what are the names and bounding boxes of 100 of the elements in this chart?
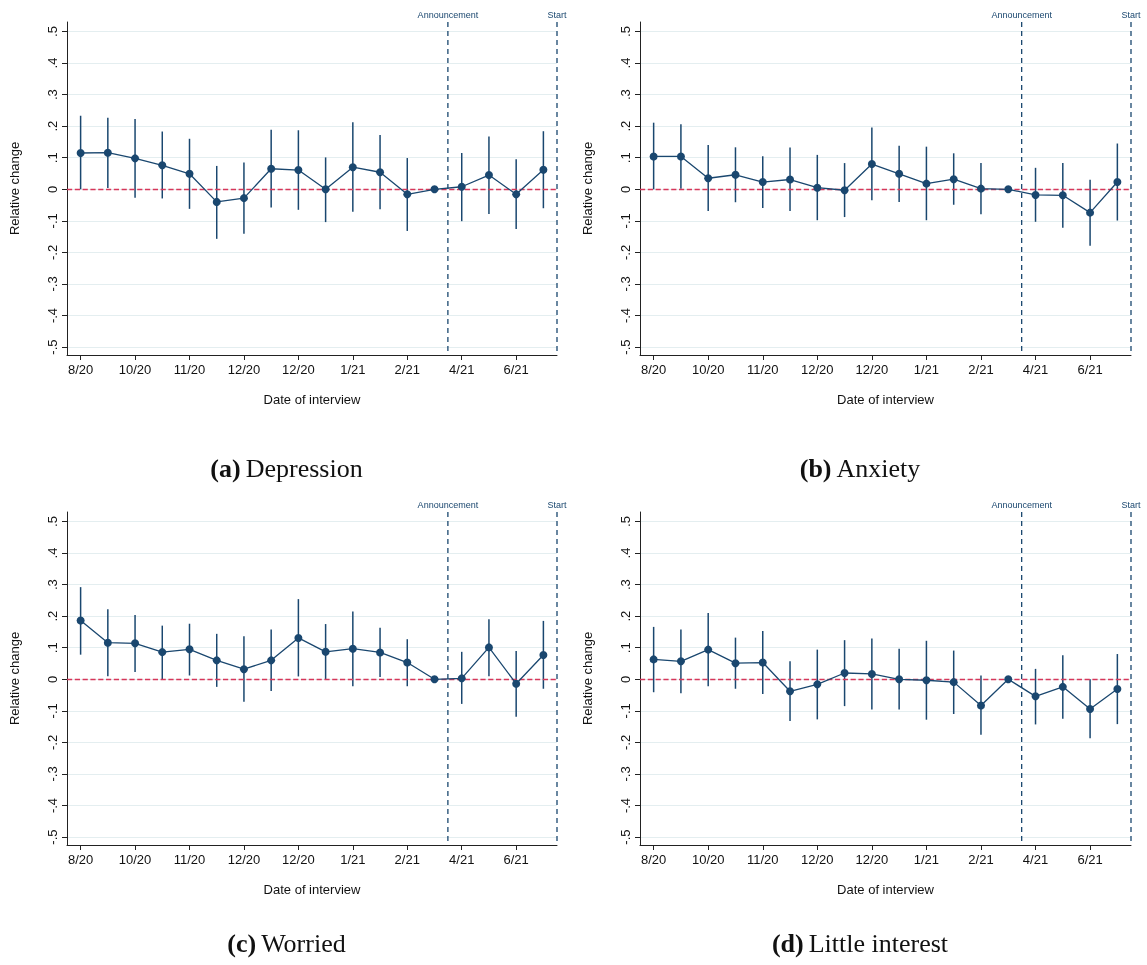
point [403,658,412,667]
text: Start [547,9,567,20]
point [103,638,112,647]
x-tick-label: 12/20 [801,362,834,377]
y-tick-label: -.1 [618,213,633,229]
x-tick-label: 1/21 [913,852,940,867]
x-tick-label: 8/20 [640,852,667,867]
y-tick-label: -.3 [45,766,60,782]
x-tick-label: 4/21 [449,362,475,377]
point [649,655,658,664]
y-tick-label: -.2 [45,734,60,750]
x-tick-label: 12/20 [855,852,889,867]
y-tick-label: -.1 [45,703,60,719]
text: Announcement [417,9,479,20]
x-tick-label: 1/21 [913,362,940,377]
point [484,171,493,180]
point [539,650,548,659]
x-tick-label: 11/20 [173,852,206,867]
x-tick-label: 6/21 [1077,852,1103,867]
y-tick-label: .5 [45,516,60,527]
x-tick-label: 8/20 [67,362,94,377]
y-tick-label: -.1 [45,213,60,229]
point [676,657,685,666]
point [348,644,357,653]
y-tick-label: .4 [45,547,60,559]
point [158,161,167,170]
y-tick-label: .1 [618,152,633,164]
point [131,154,140,163]
point [185,645,194,654]
text: Start [1121,499,1141,510]
text: (d) Little interest [771,928,949,958]
y-tick-label: .3 [45,579,60,591]
x-tick-label: 4/21 [1022,362,1049,377]
x-tick-label: 11/20 [173,362,206,377]
y-tick-label: -.2 [45,244,60,260]
point [457,182,466,191]
text: (b) Anxiety [799,453,921,483]
y-tick-label: .1 [45,642,60,654]
x-tick-label: 6/21 [503,362,529,377]
text: Announcement [991,9,1053,20]
text: Start [1121,9,1141,20]
point [267,164,276,173]
point [840,668,849,677]
text: Start [547,499,567,510]
point [949,175,958,184]
y-tick-label: .2 [45,120,60,132]
x-tick-label: 12/20 [227,852,261,867]
point [976,184,985,193]
y-tick-label: .1 [45,152,60,164]
y-tick-label: -.4 [45,797,60,814]
y-axis-title: Relative change [580,631,595,726]
x-tick-label: 12/20 [282,852,315,867]
x-axis-title: Date of interview [837,392,935,407]
point [512,190,521,199]
x-tick-label: 2/21 [394,362,420,377]
point [131,639,140,648]
point [758,178,767,187]
point [758,658,767,667]
y-tick-label: .5 [618,516,633,527]
point [212,656,221,665]
y-tick-label: .5 [45,26,60,37]
x-axis-title: Date of interview [837,882,935,897]
x-tick-label: 6/21 [1077,362,1103,377]
text: Announcement [417,499,479,510]
point [813,680,822,689]
point [76,616,85,625]
point [731,170,740,179]
point [813,183,822,192]
x-tick-label: 2/21 [394,852,420,867]
point [103,148,112,157]
y-tick-label: 0 [618,675,633,683]
point [867,669,876,678]
y-tick-label: .5 [618,26,633,37]
y-tick-label: -.4 [45,307,60,324]
point [321,647,330,656]
x-axis-title: Date of interview [263,392,362,407]
y-axis-title: Relative change [580,141,595,236]
point [1113,178,1122,187]
y-tick-label: -.3 [618,766,633,782]
point [704,174,713,183]
x-tick-label: 12/20 [855,362,889,377]
y-tick-label: .4 [618,547,633,559]
point [867,160,876,169]
y-tick-label: 0 [45,185,60,193]
x-tick-label: 2/21 [968,362,994,377]
y-tick-label: -.3 [618,276,633,292]
y-tick-label: -.3 [45,276,60,292]
point [267,656,276,665]
point [430,675,439,684]
point [895,169,904,178]
point [649,152,658,161]
point [430,185,439,194]
y-tick-label: .3 [45,89,60,101]
x-tick-label: 10/20 [691,362,725,377]
point [457,674,466,683]
point [976,701,985,710]
y-tick-label: -.5 [618,829,633,845]
x-axis-title: Date of interview [263,882,362,897]
point [1113,685,1122,694]
y-tick-label: .4 [618,57,633,69]
